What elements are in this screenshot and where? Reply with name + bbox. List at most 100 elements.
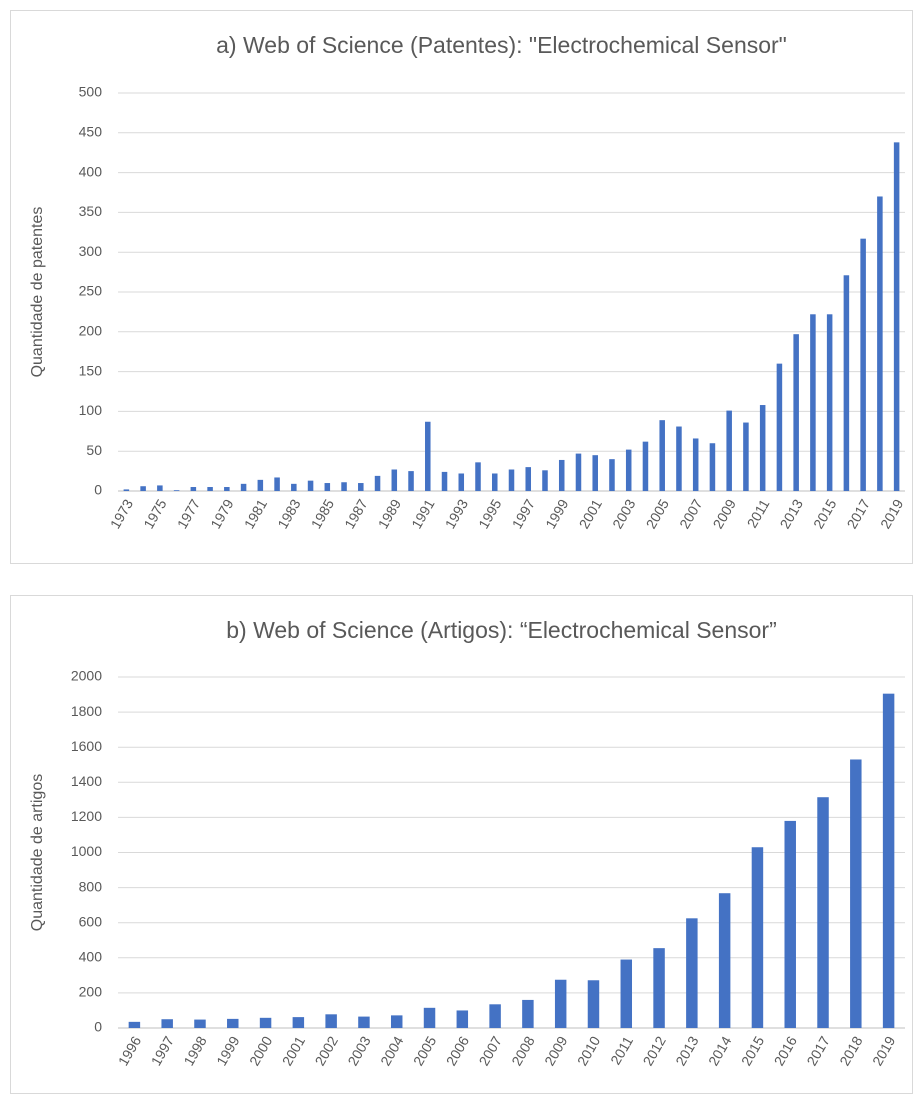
bar	[575, 453, 582, 491]
bar	[408, 471, 414, 491]
x-tick-label: 1989	[375, 496, 405, 531]
x-tick-label: 2019	[877, 496, 907, 531]
bar	[676, 426, 682, 491]
bar	[718, 893, 731, 1028]
x-tick-label: 2008	[508, 1033, 538, 1068]
bar	[374, 475, 381, 491]
y-tick-label: 800	[79, 878, 103, 894]
y-tick-label: 0	[94, 1019, 102, 1035]
bar	[257, 479, 264, 491]
bar	[686, 918, 698, 1028]
x-tick-label: 1995	[475, 496, 505, 531]
bar	[456, 1010, 469, 1028]
bar	[324, 483, 331, 491]
x-tick-label: 2011	[607, 1033, 636, 1067]
bar	[475, 462, 481, 491]
y-tick-label: 450	[79, 124, 103, 140]
bar	[522, 999, 534, 1028]
y-tick-label: 300	[79, 243, 103, 259]
y-tick-label: 200	[79, 323, 103, 339]
bar	[784, 820, 796, 1028]
x-tick-label: 1985	[308, 496, 338, 531]
bar	[709, 443, 716, 491]
bar	[587, 980, 600, 1028]
x-tick-label: 2005	[410, 1033, 440, 1068]
x-tick-label: 2001	[576, 496, 606, 531]
x-tick-label: 2007	[676, 496, 706, 531]
x-tick-label: 2017	[844, 496, 874, 531]
bar	[776, 363, 783, 491]
bar	[358, 483, 364, 491]
bar	[128, 1021, 141, 1028]
y-tick-label: 350	[79, 203, 103, 219]
bar	[726, 410, 732, 491]
y-tick-label: 500	[79, 84, 103, 100]
bar	[810, 314, 816, 491]
y-axis-label: Quantidade de artigos	[29, 774, 46, 931]
x-tick-label: 2013	[777, 496, 807, 531]
bar	[751, 847, 764, 1028]
x-tick-label: 2010	[574, 1033, 604, 1068]
bar	[274, 477, 280, 491]
bar	[194, 1019, 206, 1028]
y-tick-label: 1800	[71, 703, 102, 719]
bar	[620, 959, 633, 1028]
chart-title: a) Web of Science (Patentes): "Electroch…	[216, 32, 787, 58]
x-tick-label: 1991	[408, 496, 438, 531]
x-tick-label: 2014	[705, 1033, 735, 1068]
chart-title: b) Web of Science (Artigos): “Electroche…	[226, 617, 777, 643]
bar	[642, 441, 649, 491]
bar	[525, 467, 532, 491]
x-tick-label: 1979	[207, 496, 237, 531]
bar	[390, 1015, 403, 1028]
bar	[609, 459, 615, 491]
x-tick-label: 2015	[810, 496, 840, 531]
y-tick-label: 400	[79, 163, 103, 179]
bar	[161, 1019, 173, 1028]
bar	[423, 1007, 436, 1028]
x-tick-label: 2006	[443, 1033, 473, 1068]
x-tick-label: 2001	[279, 1033, 309, 1068]
bar	[489, 1004, 501, 1028]
x-tick-label: 2012	[639, 1033, 669, 1068]
x-tick-label: 2009	[710, 496, 740, 531]
x-tick-label: 2018	[836, 1033, 866, 1068]
x-tick-label: 2017	[803, 1033, 833, 1068]
x-tick-label: 2002	[312, 1033, 342, 1068]
bar	[893, 142, 900, 492]
y-tick-label: 1600	[71, 738, 102, 754]
y-tick-label: 50	[86, 442, 102, 458]
x-tick-label: 2004	[377, 1033, 407, 1068]
bar	[391, 469, 398, 491]
bar	[259, 1017, 272, 1028]
y-tick-label: 0	[94, 482, 102, 498]
bar	[882, 693, 895, 1028]
x-tick-label: 1997	[148, 1033, 178, 1068]
bar	[458, 473, 465, 491]
bar	[659, 420, 665, 491]
bar	[625, 449, 632, 491]
bar	[173, 490, 180, 491]
bar	[793, 334, 799, 491]
x-tick-label: 1998	[180, 1033, 210, 1068]
y-axis-label: Quantidade de patentes	[29, 207, 46, 378]
x-tick-label: 2000	[246, 1033, 276, 1068]
bar	[692, 438, 699, 491]
bar	[307, 480, 314, 491]
bar	[554, 979, 567, 1028]
y-tick-label: 200	[79, 984, 103, 1000]
x-tick-label: 1997	[509, 496, 539, 531]
x-tick-label: 2013	[672, 1033, 702, 1068]
y-tick-label: 250	[79, 283, 103, 299]
y-tick-label: 100	[79, 402, 103, 418]
x-tick-label: 2016	[771, 1033, 801, 1068]
x-tick-label: 1987	[341, 496, 371, 531]
x-tick-label: 2009	[541, 1033, 571, 1068]
bar	[441, 471, 448, 491]
bar	[653, 948, 665, 1028]
bar	[558, 459, 565, 491]
y-tick-label: 600	[79, 913, 103, 929]
y-tick-label: 1000	[71, 843, 102, 859]
x-tick-label: 2019	[869, 1033, 899, 1068]
bar	[592, 455, 598, 491]
